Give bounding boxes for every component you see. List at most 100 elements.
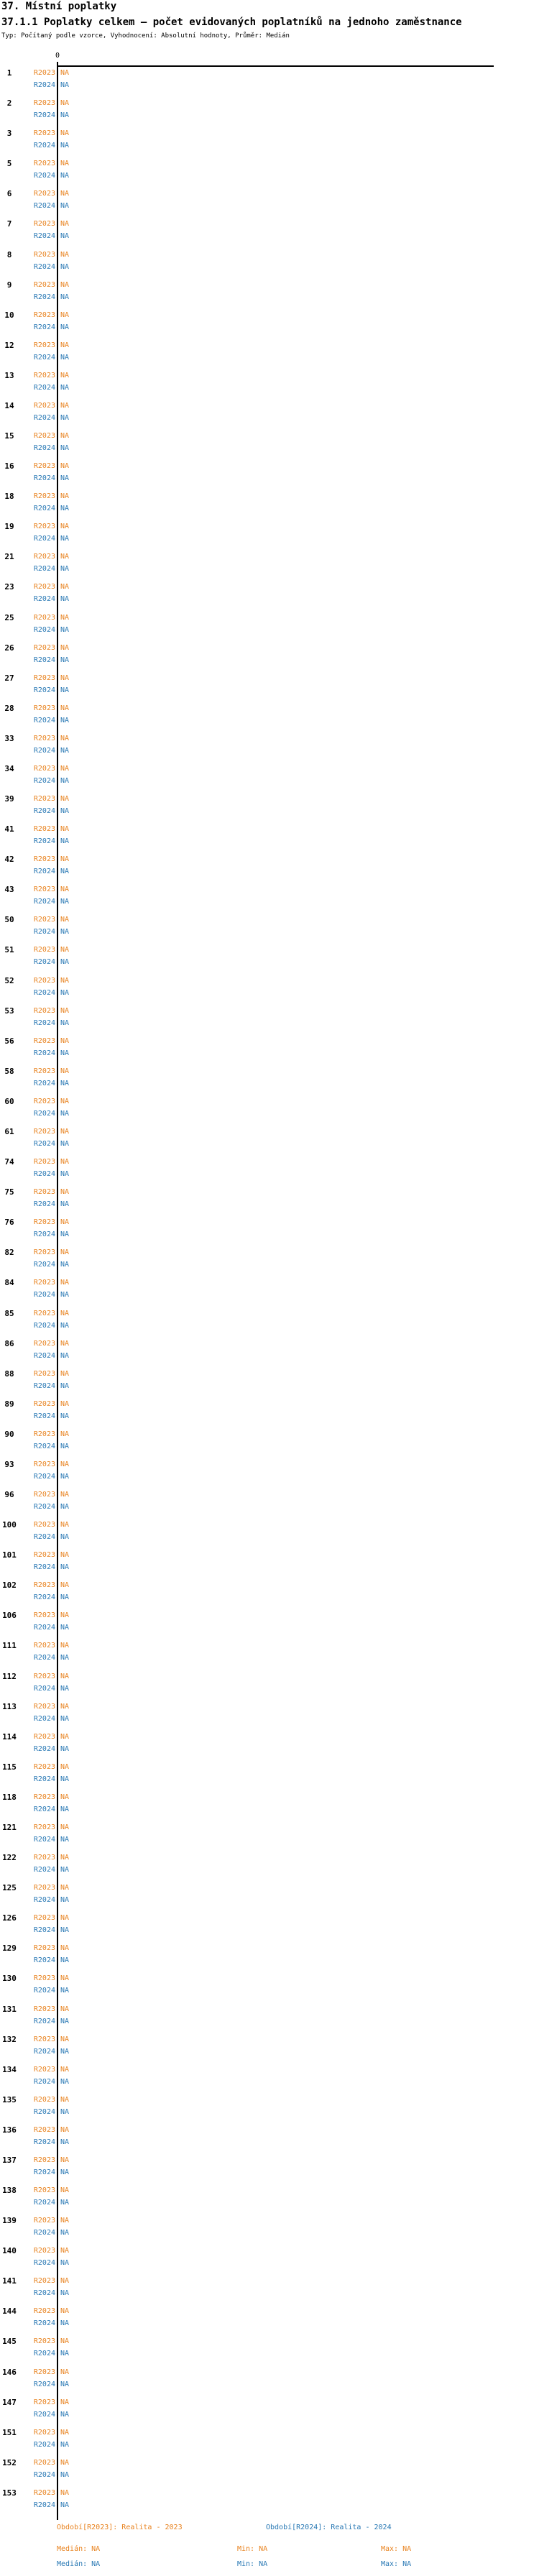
chart-row-134: 134 R2023 NA R2024 NA [0, 2065, 539, 2090]
series-label-r2024: R2024 [33, 2077, 55, 2086]
series-value-r2023: NA [60, 250, 70, 259]
series-label-r2024: R2024 [33, 1200, 55, 1209]
row-category-label: 153 [2, 2488, 17, 2498]
series-label-r2023: R2023 [33, 371, 55, 380]
chart-row-152: 152 R2023 NA R2024 NA [0, 2458, 539, 2483]
chart-row-39: 39 R2023 NA R2024 NA [0, 794, 539, 819]
series-value-r2023: NA [60, 2186, 70, 2195]
series-value-r2023: NA [60, 492, 70, 501]
series-label-r2024: R2024 [33, 686, 55, 694]
series-label-r2023: R2023 [33, 1914, 55, 1923]
series-label-r2024: R2024 [33, 293, 55, 301]
series-value-r2024: NA [60, 565, 70, 574]
series-value-r2024: NA [60, 625, 70, 634]
chart-row-76: 76 R2023 NA R2024 NA [0, 1218, 539, 1243]
series-label-r2023: R2023 [33, 432, 55, 441]
chart-row-50: 50 R2023 NA R2024 NA [0, 915, 539, 940]
series-label-r2024: R2024 [33, 2047, 55, 2056]
chart-row-147: 147 R2023 NA R2024 NA [0, 2398, 539, 2423]
series-value-r2024: NA [60, 1503, 70, 1512]
series-label-r2023: R2023 [33, 1581, 55, 1590]
series-label-r2024: R2024 [33, 746, 55, 755]
series-value-r2024: NA [60, 958, 70, 967]
series-value-r2023: NA [60, 341, 70, 349]
row-category-label: 118 [2, 1792, 17, 1802]
row-category-label: 5 [6, 159, 12, 169]
series-value-r2024: NA [60, 1987, 70, 1995]
series-value-r2024: NA [60, 807, 70, 816]
row-category-label: 88 [4, 1368, 14, 1379]
series-value-r2024: NA [60, 1472, 70, 1481]
chart-row-42: 42 R2023 NA R2024 NA [0, 855, 539, 880]
series-value-r2023: NA [60, 2337, 70, 2346]
series-value-r2023: NA [60, 2458, 70, 2467]
series-value-r2023: NA [60, 1672, 70, 1680]
series-value-r2023: NA [60, 1036, 70, 1045]
series-value-r2023: NA [60, 1702, 70, 1711]
series-value-r2023: NA [60, 1974, 70, 1983]
row-category-label: 140 [2, 2246, 17, 2256]
chart-row-137: 137 R2023 NA R2024 NA [0, 2156, 539, 2181]
series-label-r2024: R2024 [33, 262, 55, 271]
series-value-r2023: NA [60, 1248, 70, 1257]
chart-row-86: 86 R2023 NA R2024 NA [0, 1339, 539, 1364]
series-value-r2024: NA [60, 746, 70, 755]
series-label-r2023: R2023 [33, 1460, 55, 1468]
series-value-r2024: NA [60, 1926, 70, 1935]
chart-row-7: 7 R2023 NA R2024 NA [0, 219, 539, 244]
series-label-r2023: R2023 [33, 1551, 55, 1560]
chart-row-126: 126 R2023 NA R2024 NA [0, 1913, 539, 1938]
legend-r2023-max: Max: NA [381, 2545, 412, 2553]
series-value-r2023: NA [60, 795, 70, 804]
series-label-r2024: R2024 [33, 2350, 55, 2358]
series-label-r2024: R2024 [33, 1472, 55, 1481]
row-category-label: 90 [4, 1429, 14, 1439]
series-label-r2023: R2023 [33, 492, 55, 501]
series-value-r2023: NA [60, 1521, 70, 1530]
legend-r2024-max: Max: NA [381, 2560, 412, 2568]
series-label-r2023: R2023 [33, 2488, 55, 2497]
chart-row-14: 14 R2023 NA R2024 NA [0, 401, 539, 426]
chart-row-41: 41 R2023 NA R2024 NA [0, 824, 539, 850]
series-label-r2023: R2023 [33, 2337, 55, 2346]
chart-row-130: 130 R2023 NA R2024 NA [0, 1974, 539, 1999]
series-label-r2023: R2023 [33, 1158, 55, 1167]
row-category-label: 146 [2, 2367, 17, 2377]
series-value-r2024: NA [60, 2410, 70, 2419]
series-value-r2024: NA [60, 444, 70, 453]
series-value-r2024: NA [60, 1866, 70, 1874]
series-label-r2024: R2024 [33, 565, 55, 574]
series-value-r2024: NA [60, 1140, 70, 1148]
series-value-r2023: NA [60, 99, 70, 108]
row-category-label: 9 [6, 280, 12, 290]
series-label-r2024: R2024 [33, 444, 55, 453]
series-label-r2024: R2024 [33, 1987, 55, 1995]
series-value-r2023: NA [60, 1551, 70, 1560]
row-category-label: 96 [4, 1490, 14, 1500]
series-value-r2023: NA [60, 1884, 70, 1892]
series-value-r2023: NA [60, 2428, 70, 2437]
row-category-label: 122 [2, 1853, 17, 1863]
row-category-label: 115 [2, 1762, 17, 1772]
series-value-r2023: NA [60, 371, 70, 380]
series-label-r2024: R2024 [33, 2410, 55, 2419]
chart-row-125: 125 R2023 NA R2024 NA [0, 1883, 539, 1908]
series-label-r2024: R2024 [33, 1412, 55, 1420]
row-category-label: 53 [4, 1006, 14, 1016]
series-value-r2024: NA [60, 1624, 70, 1632]
row-category-label: 130 [2, 1974, 17, 1984]
series-value-r2024: NA [60, 202, 70, 211]
chart-row-112: 112 R2023 NA R2024 NA [0, 1672, 539, 1697]
row-category-label: 121 [2, 1822, 17, 1832]
series-value-r2023: NA [60, 1914, 70, 1923]
series-label-r2023: R2023 [33, 825, 55, 834]
series-label-r2024: R2024 [33, 2470, 55, 2479]
row-category-label: 52 [4, 975, 14, 985]
series-value-r2023: NA [60, 1369, 70, 1378]
series-value-r2023: NA [60, 1642, 70, 1650]
series-label-r2023: R2023 [33, 129, 55, 138]
series-value-r2024: NA [60, 1896, 70, 1905]
series-label-r2024: R2024 [33, 323, 55, 331]
series-value-r2023: NA [60, 643, 70, 652]
series-label-r2024: R2024 [33, 474, 55, 483]
